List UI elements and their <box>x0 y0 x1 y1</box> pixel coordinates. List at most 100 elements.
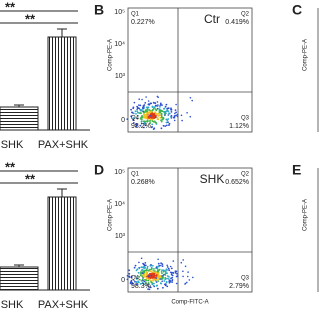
y-axis-label: Comp-PE-A <box>303 199 309 231</box>
event-dot <box>152 272 155 275</box>
event-dot <box>152 128 155 131</box>
event-dot <box>149 118 152 121</box>
event-dot <box>151 109 154 112</box>
event-dot <box>184 265 187 268</box>
event-dot <box>142 115 145 117</box>
y-tick-label: 10³ <box>115 233 126 240</box>
event-dot <box>150 126 153 129</box>
event-dot <box>136 277 139 280</box>
event-dot <box>161 104 163 106</box>
event-dot <box>156 267 159 270</box>
event-dot <box>141 115 144 117</box>
event-dot <box>138 104 140 106</box>
event-dot <box>167 107 170 109</box>
quadrant-name: Q1 <box>131 12 140 18</box>
event-dot <box>166 285 169 288</box>
event-dot <box>145 113 148 116</box>
event-dot <box>149 286 152 289</box>
event-dot <box>157 96 159 99</box>
event-dot <box>148 275 150 277</box>
event-dot <box>138 276 141 278</box>
event-dot <box>172 271 174 274</box>
event-dot <box>152 273 154 276</box>
event-dot <box>147 276 150 279</box>
event-dot <box>153 275 155 278</box>
quadrant-value: 0.227% <box>131 19 155 26</box>
event-dot <box>148 278 151 280</box>
event-dot <box>129 282 132 285</box>
event-dot <box>135 283 138 286</box>
event-dot <box>144 124 146 126</box>
event-dot <box>158 278 161 280</box>
event-dot <box>140 257 143 260</box>
event-dot <box>161 265 164 267</box>
event-dot <box>142 270 145 273</box>
event-dot <box>173 116 176 119</box>
event-dot <box>150 274 153 277</box>
event-dot <box>176 272 178 275</box>
event-dot <box>154 112 157 115</box>
event-dot <box>130 279 133 282</box>
plot-frame <box>127 7 253 133</box>
event-dot <box>175 282 178 285</box>
event-dot <box>184 282 187 285</box>
event-dot <box>142 277 144 279</box>
event-dot <box>164 278 167 280</box>
category-label: PAX+SHK <box>38 299 89 311</box>
event-dot <box>189 97 192 99</box>
event-dot <box>156 118 159 120</box>
event-dot <box>138 261 140 264</box>
event-dot <box>143 122 146 124</box>
event-dot <box>141 98 143 101</box>
event-dot <box>148 288 151 291</box>
event-dot <box>148 122 151 125</box>
y-tick-label: 0 <box>121 117 125 124</box>
event-dot <box>155 277 157 279</box>
event-dot <box>140 280 143 282</box>
event-dot <box>159 111 162 114</box>
event-dot <box>134 110 137 113</box>
quadrant-name: Q3 <box>241 116 250 122</box>
event-dot <box>140 269 143 271</box>
event-dot <box>176 275 179 277</box>
event-dot <box>132 119 135 122</box>
event-dot <box>157 258 159 261</box>
event-dot <box>138 278 141 281</box>
event-dot <box>152 279 154 282</box>
event-dot <box>148 274 150 276</box>
event-dot <box>166 269 169 271</box>
event-dot <box>151 120 154 122</box>
event-dot <box>151 113 154 115</box>
event-dot <box>143 111 146 113</box>
event-dot <box>146 106 148 108</box>
quadrant-value: 98.2% <box>131 123 151 130</box>
event-dot <box>151 123 154 126</box>
event-dot <box>186 281 188 284</box>
quadrant-value: 0.419% <box>225 19 249 26</box>
event-dot <box>162 274 164 277</box>
event-dot <box>147 100 150 102</box>
event-dot <box>170 111 173 113</box>
event-dot <box>152 284 155 287</box>
y-axis-label: Comp-PE-A <box>303 39 309 71</box>
event-dot <box>136 108 138 111</box>
event-dot <box>165 124 168 127</box>
event-dot <box>150 281 152 283</box>
event-dot <box>182 275 184 278</box>
event-dot <box>166 266 169 268</box>
event-dot <box>174 271 177 274</box>
quadrant-name: Q2 <box>241 172 250 178</box>
event-dot <box>171 276 174 279</box>
category-label: SHK <box>1 139 24 151</box>
event-dot <box>158 108 161 110</box>
event-dot <box>149 111 151 114</box>
event-dot <box>157 265 160 268</box>
event-dot <box>154 108 157 110</box>
event-dot <box>174 112 176 115</box>
event-dot <box>146 119 149 122</box>
quadrant-value: 0.652% <box>225 179 249 186</box>
event-dot <box>187 271 189 273</box>
quadrant-value: 0.268% <box>131 179 155 186</box>
event-dot <box>143 126 145 129</box>
event-dot <box>128 269 131 272</box>
